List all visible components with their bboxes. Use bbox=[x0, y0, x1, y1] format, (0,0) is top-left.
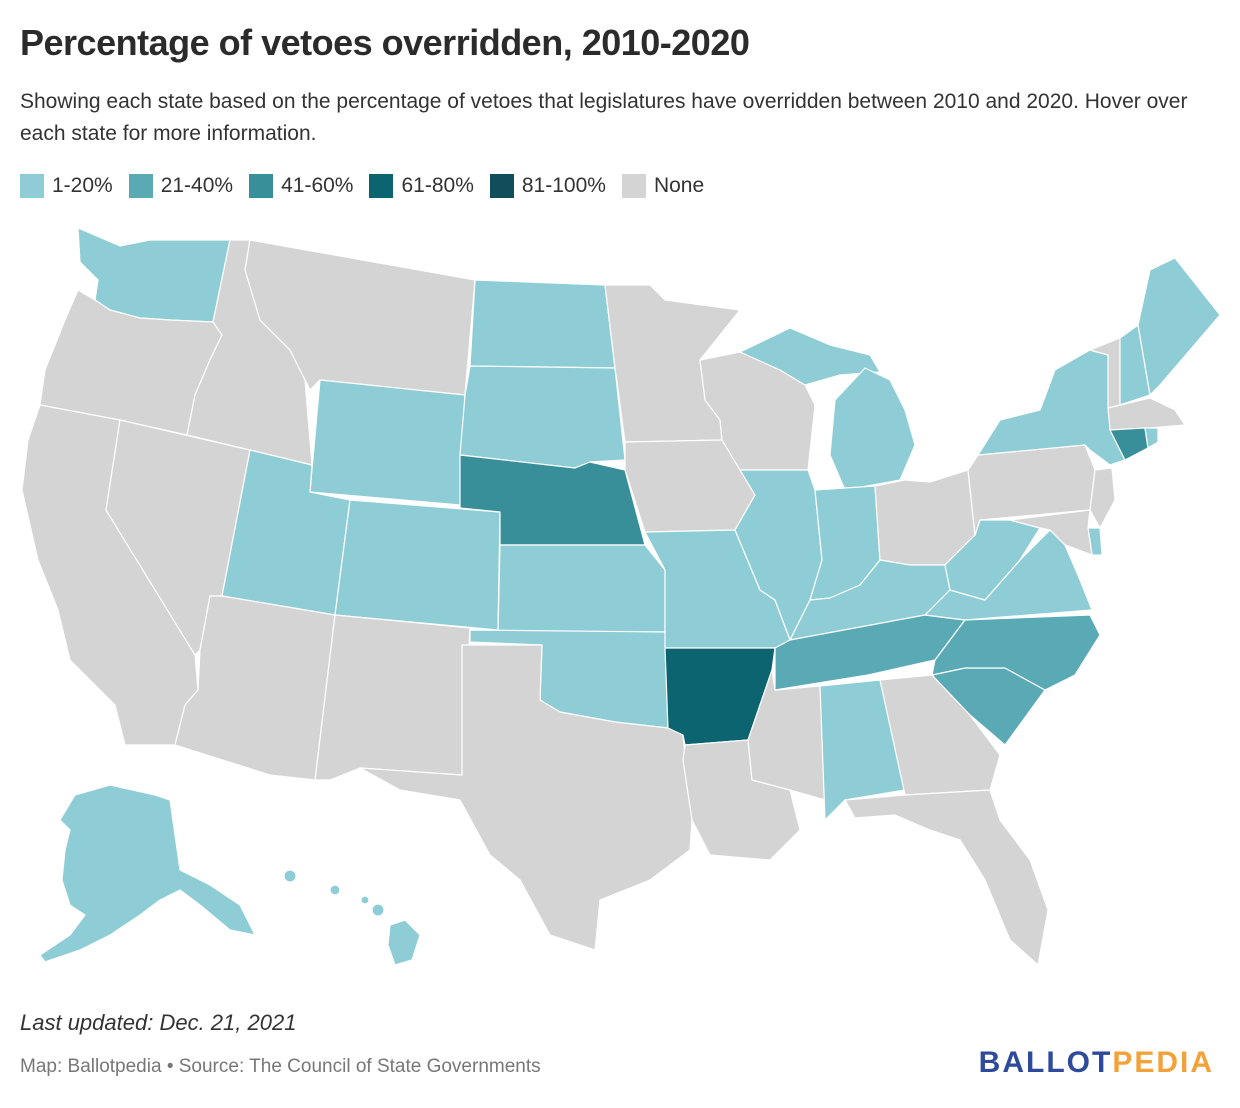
legend-swatch bbox=[369, 174, 394, 198]
state-south-dakota[interactable] bbox=[459, 365, 626, 469]
legend-label: 1-20% bbox=[52, 174, 113, 197]
legend: 1-20% 21-40% 41-60% 61-80% 81-100% None bbox=[20, 174, 704, 198]
state-north-dakota[interactable] bbox=[469, 279, 616, 369]
state-michigan-upper[interactable] bbox=[739, 327, 881, 386]
legend-swatch bbox=[128, 174, 153, 198]
state-hawaii-island-maui bbox=[371, 903, 385, 917]
legend-swatch bbox=[621, 174, 646, 198]
legend-item-61-80[interactable]: 61-80% bbox=[369, 174, 474, 198]
brand-right: PEDIA bbox=[1112, 1046, 1214, 1079]
state-kansas[interactable] bbox=[497, 544, 666, 633]
state-alabama[interactable] bbox=[819, 679, 906, 821]
legend-label: 41-60% bbox=[281, 174, 354, 197]
ballotpedia-logo[interactable]: BALLOTPEDIA bbox=[979, 1046, 1214, 1080]
legend-label: 81-100% bbox=[521, 174, 606, 197]
legend-item-none[interactable]: None bbox=[621, 174, 705, 198]
legend-item-1-20[interactable]: 1-20% bbox=[20, 174, 113, 198]
legend-item-21-40[interactable]: 21-40% bbox=[128, 174, 234, 198]
legend-item-41-60[interactable]: 41-60% bbox=[249, 174, 353, 198]
page-title: Percentage of vetoes overridden, 2010-20… bbox=[20, 22, 750, 63]
state-maine[interactable] bbox=[1137, 257, 1221, 396]
source-credit: Map: Ballotpedia • Source: The Council o… bbox=[20, 1056, 541, 1077]
state-montana[interactable] bbox=[244, 239, 476, 396]
subtitle: Showing each state based on the percenta… bbox=[20, 90, 1188, 145]
state-new-jersey[interactable] bbox=[1089, 467, 1116, 529]
legend-label: None bbox=[653, 174, 705, 197]
legend-label: 21-40% bbox=[160, 174, 234, 197]
state-hawaii-island-kauai bbox=[283, 869, 297, 883]
state-rhode-island[interactable] bbox=[1144, 427, 1159, 449]
state-michigan[interactable] bbox=[829, 367, 916, 491]
state-texas[interactable] bbox=[359, 644, 693, 951]
legend-label: 61-80% bbox=[401, 174, 474, 197]
state-hawaii[interactable] bbox=[387, 919, 421, 966]
state-maryland[interactable] bbox=[1009, 509, 1093, 556]
state-florida[interactable] bbox=[844, 789, 1049, 966]
state-wyoming[interactable] bbox=[309, 379, 466, 506]
state-alaska[interactable] bbox=[39, 784, 256, 963]
brand-left: BALLOT bbox=[978, 1046, 1113, 1079]
legend-swatch bbox=[20, 174, 44, 198]
legend-swatch bbox=[249, 174, 274, 198]
last-updated: Last updated: Dec. 21, 2021 bbox=[20, 1010, 297, 1035]
state-hawaii-island-molokai bbox=[360, 895, 370, 905]
state-hawaii-island-oahu bbox=[329, 884, 341, 896]
state-colorado[interactable] bbox=[334, 499, 501, 631]
state-north-carolina[interactable] bbox=[931, 614, 1101, 691]
legend-item-81-100[interactable]: 81-100% bbox=[489, 174, 606, 198]
state-new-mexico[interactable] bbox=[314, 614, 471, 781]
us-map bbox=[21, 227, 1221, 966]
legend-swatch bbox=[489, 174, 514, 198]
state-new-york[interactable] bbox=[977, 349, 1126, 466]
